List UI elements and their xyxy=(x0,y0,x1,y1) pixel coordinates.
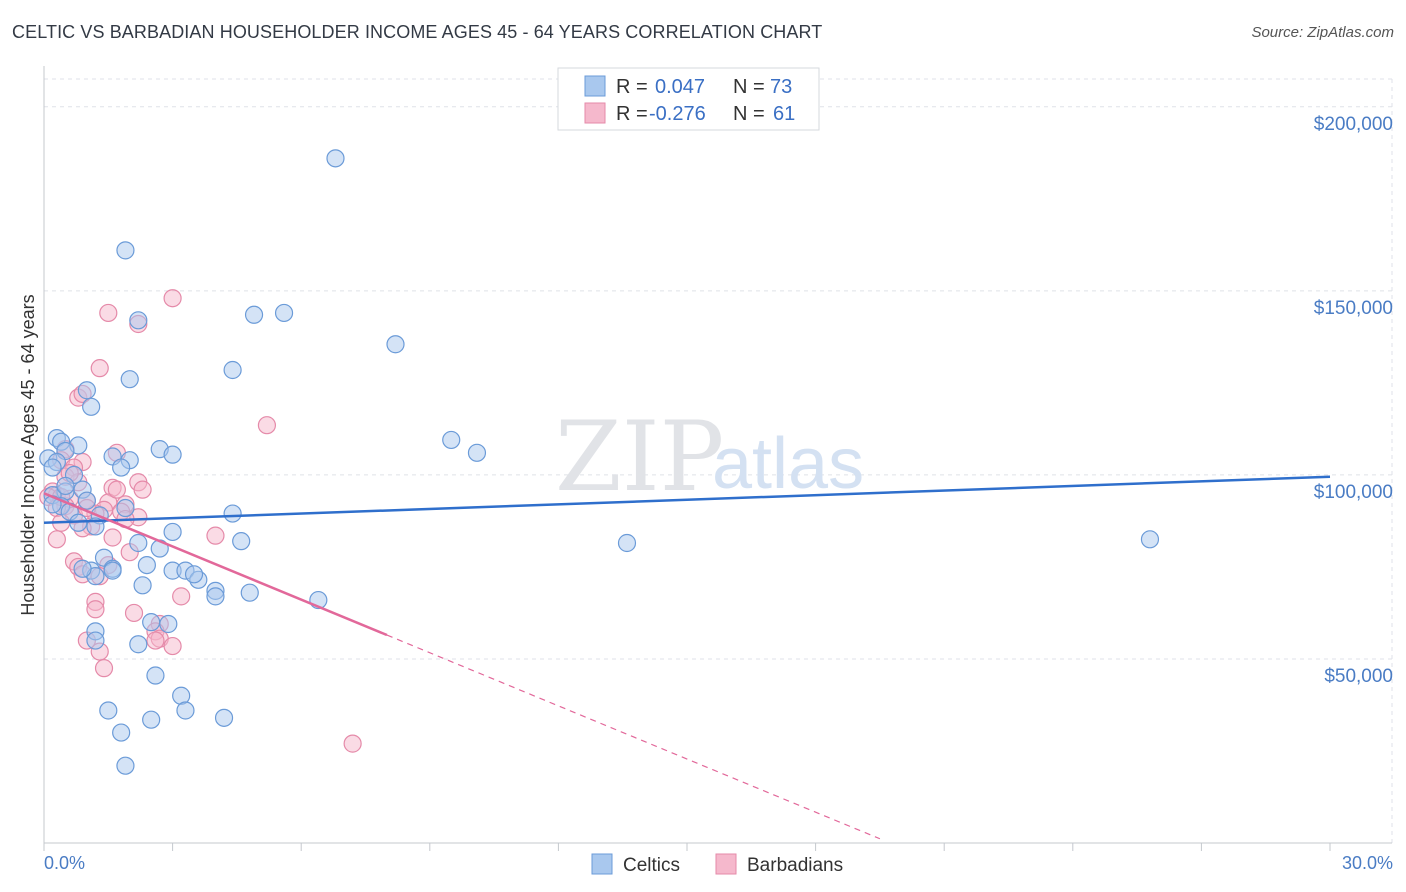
celtics-point-10 xyxy=(442,430,461,450)
legend-r-label-1: R = xyxy=(616,76,648,98)
celtics-point-50 xyxy=(133,576,152,595)
celtics-point-6 xyxy=(223,360,242,380)
legend-box: R = 0.047 N = 73 R = -0.276 N = 61 xyxy=(557,67,820,131)
celtics-point-0 xyxy=(326,149,345,168)
legend-n-value-2: 61 xyxy=(773,103,795,125)
bottom-legend-swatch-celtics xyxy=(591,853,613,875)
celtics-point-7 xyxy=(120,370,139,389)
celtics-point-55 xyxy=(142,613,161,632)
celtics-point-59 xyxy=(129,635,148,654)
barbadians-trend-extension xyxy=(386,634,881,840)
barbadians-point-50 xyxy=(146,631,165,650)
x-tick-label-0: 0.0% xyxy=(44,853,85,873)
celtics-point-37 xyxy=(232,532,251,551)
celtics-point-70 xyxy=(56,476,75,496)
celtics-point-71 xyxy=(103,561,122,580)
legend-r-label-2: R = xyxy=(616,103,648,125)
celtics-point-65 xyxy=(142,710,161,729)
legend-swatch-celtics xyxy=(584,75,606,97)
legend-n-label-2: N = xyxy=(733,103,765,125)
legend-n-label-1: N = xyxy=(733,76,765,98)
y-tick-label-3: $200,000 xyxy=(1314,114,1393,135)
x-tick-labels: 0.0% 30.0% xyxy=(44,853,1393,873)
y-tick-label-2: $150,000 xyxy=(1314,298,1393,319)
celtics-point-72 xyxy=(184,565,204,584)
celtics-point-43 xyxy=(137,555,156,575)
celtics-point-58 xyxy=(86,631,105,650)
barbadians-point-52 xyxy=(163,636,182,656)
barbadians-point-3 xyxy=(90,359,109,378)
celtics-point-60 xyxy=(146,666,165,685)
barbadians-point-34 xyxy=(206,526,225,545)
celtics-point-40 xyxy=(1140,530,1160,549)
bottom-legend-barbadians: Barbadians xyxy=(747,855,843,876)
barbadians-trend-line xyxy=(43,492,388,637)
celtics-point-67 xyxy=(116,756,135,775)
barbadians-point-43 xyxy=(172,587,191,606)
x-tick-label-1: 30.0% xyxy=(1342,853,1393,873)
y-tick-label-1: $100,000 xyxy=(1314,482,1393,503)
celtics-point-17 xyxy=(467,443,487,462)
celtics-point-62 xyxy=(99,701,118,720)
celtics-point-8 xyxy=(77,381,96,400)
celtics-point-64 xyxy=(214,708,234,727)
celtics-point-52 xyxy=(240,583,259,602)
watermark-zip: ZIP xyxy=(555,401,724,513)
celtics-point-32 xyxy=(223,504,242,523)
barbadians-point-54 xyxy=(94,659,114,678)
barbadians-point-4 xyxy=(257,416,277,435)
celtics-trend-line xyxy=(43,475,1331,525)
celtics-point-22 xyxy=(43,458,62,477)
source-label: Source: ZipAtlas.com xyxy=(1251,24,1394,41)
celtics-point-28 xyxy=(77,491,96,510)
celtics-point-39 xyxy=(617,533,637,553)
barbadians-point-0 xyxy=(163,289,182,308)
legend-r-value-1: 0.047 xyxy=(655,76,705,98)
barbadians-point-36 xyxy=(47,530,66,549)
trendlines xyxy=(43,475,1331,840)
barbadians-point-46 xyxy=(124,603,144,623)
y-axis-label: Householder Income Ages 45 - 64 years xyxy=(18,294,38,615)
celtics-point-3 xyxy=(244,305,264,324)
barbadians-point-57 xyxy=(107,480,126,499)
celtics-point-1 xyxy=(116,241,135,260)
celtics-point-56 xyxy=(159,614,178,634)
barbadians-point-55 xyxy=(343,734,362,753)
legend-n-value-1: 73 xyxy=(770,76,792,98)
y-tick-label-0: $50,000 xyxy=(1324,666,1393,687)
celtics-point-23 xyxy=(112,458,131,477)
bottom-legend-celtics: Celtics xyxy=(623,855,680,876)
bottom-legend-swatch-barbadians xyxy=(715,853,737,875)
barbadians-point-35 xyxy=(103,528,122,547)
celtics-point-63 xyxy=(176,701,195,720)
celtics-point-53 xyxy=(206,587,225,606)
celtics-points xyxy=(39,149,1160,775)
celtics-point-4 xyxy=(129,311,148,330)
celtics-point-9 xyxy=(82,397,101,416)
barbadians-point-16 xyxy=(133,480,152,499)
legend-swatch-barbadians xyxy=(584,102,606,124)
celtics-point-16 xyxy=(163,445,182,464)
y-tick-labels: $50,000 $100,000 $150,000 $200,000 xyxy=(1314,114,1393,687)
barbadians-point-1 xyxy=(99,303,118,323)
watermark: ZIP atlas xyxy=(555,401,864,513)
celtics-point-5 xyxy=(386,335,405,354)
barbadians-point-45 xyxy=(86,600,105,619)
bottom-legend: Celtics Barbadians xyxy=(591,853,843,876)
celtics-point-68 xyxy=(73,559,92,578)
celtics-point-2 xyxy=(274,303,294,323)
legend-r-value-2: -0.276 xyxy=(649,103,706,125)
celtics-point-66 xyxy=(112,723,131,742)
celtics-point-36 xyxy=(163,522,182,542)
celtics-point-38 xyxy=(129,533,148,553)
chart-title: CELTIC VS BARBADIAN HOUSEHOLDER INCOME A… xyxy=(12,22,823,42)
celtics-point-30 xyxy=(116,498,135,518)
watermark-atlas: atlas xyxy=(712,424,864,504)
